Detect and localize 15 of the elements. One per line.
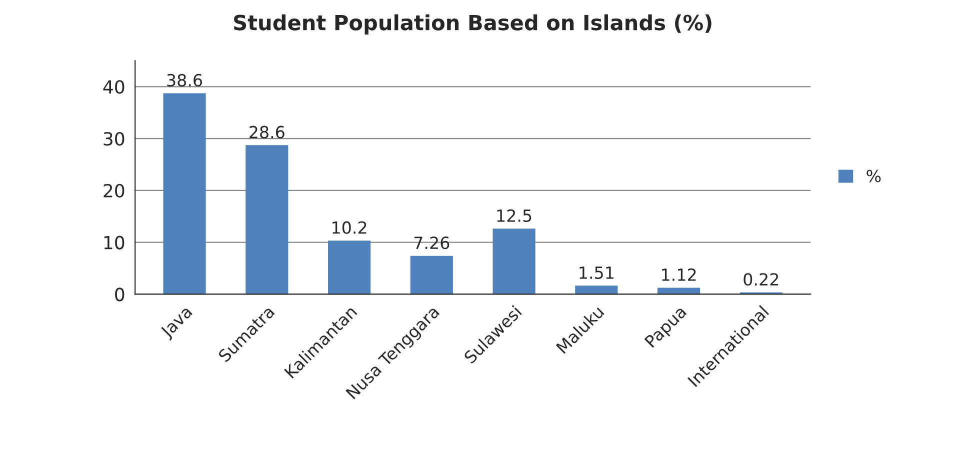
data-label: 12.5	[497, 209, 532, 222]
data-label: 28.6	[250, 126, 284, 138]
legend-label: %	[866, 170, 881, 182]
data-label: 1.51	[580, 266, 614, 279]
data-label: 7.26	[414, 236, 450, 250]
chart-title: Student Population Based on Islands (%)	[234, 14, 712, 34]
y-tick-label: 10	[104, 236, 124, 250]
y-tick-label: 0	[115, 288, 124, 302]
data-label: 10.2	[332, 221, 366, 234]
data-label: 0.22	[744, 273, 778, 286]
data-label: 1.12	[662, 268, 696, 281]
data-label: 38.6	[167, 74, 202, 87]
y-tick-label: 40	[103, 80, 124, 94]
y-tick-label: 20	[104, 184, 124, 198]
y-tick-label: 30	[104, 132, 124, 146]
